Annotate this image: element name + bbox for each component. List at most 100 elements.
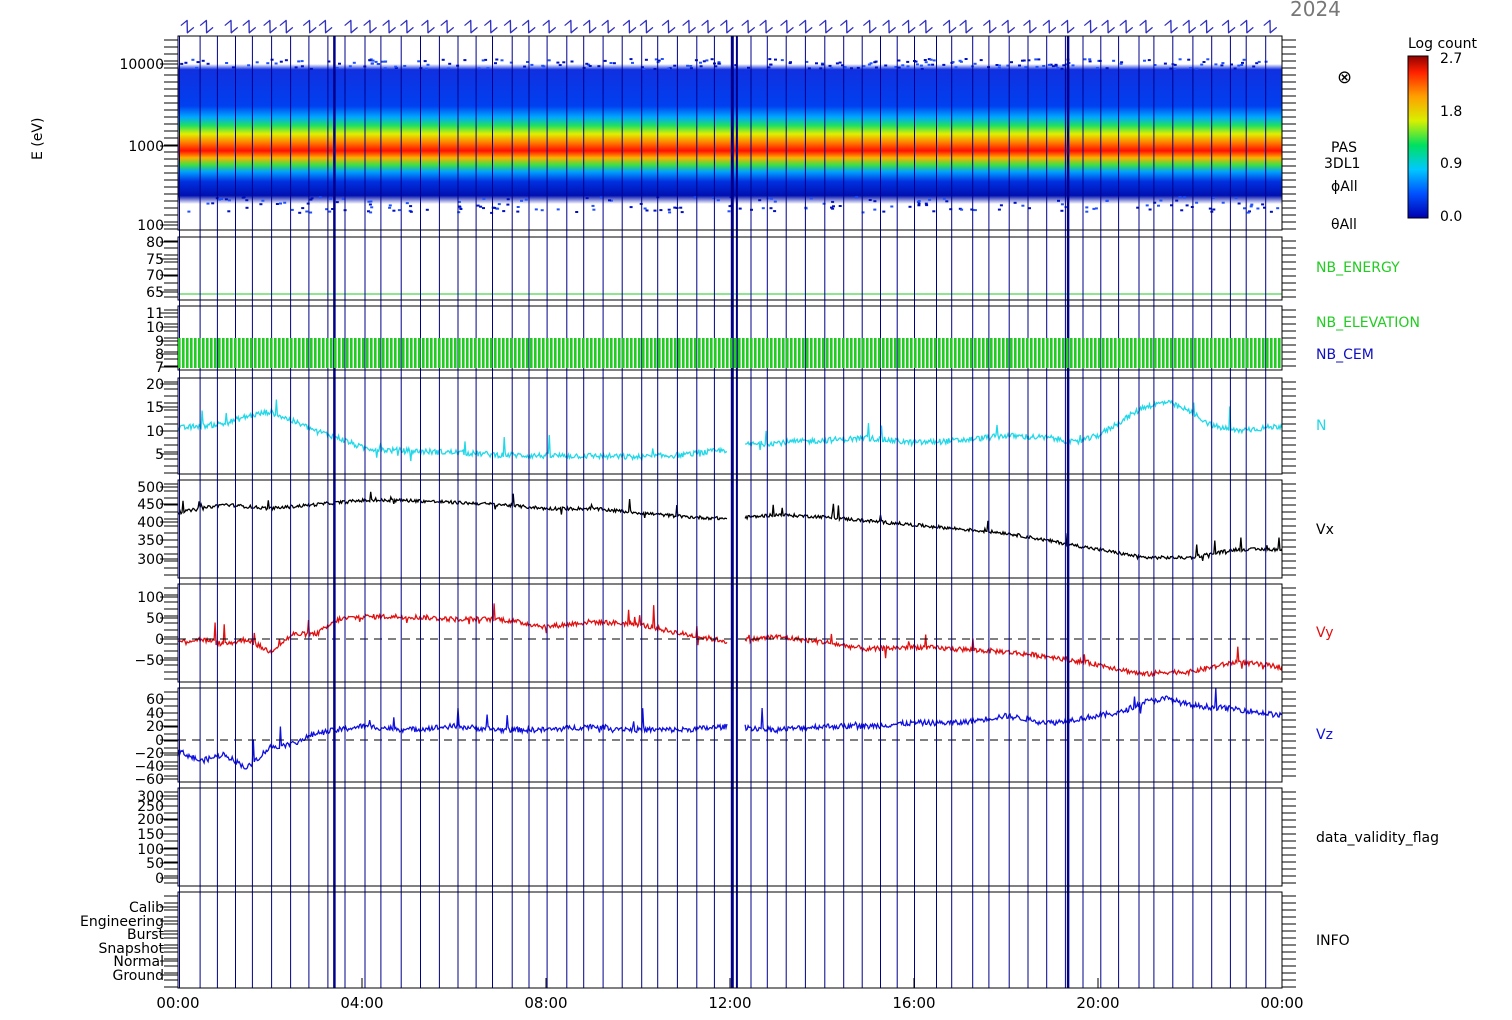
nb-elevation-bar: [1274, 338, 1277, 368]
speckle: [245, 206, 249, 209]
orbit-mark: Z: [860, 17, 879, 37]
speckle: [716, 199, 720, 202]
speckle: [496, 207, 500, 210]
nb-elevation-bar: [198, 338, 201, 368]
nb-elevation-bar: [586, 338, 589, 368]
speckle: [832, 205, 835, 208]
nb-elevation-bar: [770, 338, 773, 368]
speckle: [915, 63, 919, 66]
orbit-mark: Z: [222, 17, 241, 37]
speckle: [761, 207, 765, 210]
speckle: [1206, 58, 1210, 61]
nb-elevation-bar: [1178, 338, 1181, 368]
speckle: [1024, 66, 1028, 69]
nb-elevation-bar: [258, 338, 261, 368]
speckle: [710, 58, 714, 61]
nb-elevation-bar: [206, 338, 209, 368]
speckle: [206, 202, 210, 205]
speckle: [997, 66, 1001, 69]
nb-elevation-bar: [738, 338, 741, 368]
label-info: INFO: [1316, 933, 1350, 949]
nb-elevation-bar: [1010, 338, 1013, 368]
nb-elevation-bar: [186, 338, 189, 368]
series-line: [177, 399, 1283, 462]
nb-elevation-bar: [1190, 338, 1193, 368]
x-tick-label: 04:00: [340, 994, 383, 1012]
speckle: [830, 206, 833, 209]
speckle: [821, 63, 825, 66]
nb-elevation-bar: [246, 338, 249, 368]
panel-frame: [177, 35, 1283, 231]
nb-elevation-bar: [1174, 338, 1177, 368]
vy-tick: 0: [155, 632, 164, 648]
nb-elevation-bar: [638, 338, 641, 368]
panel-frame: [177, 687, 1283, 783]
speckle: [383, 67, 387, 70]
nb-elevation-bar: [550, 338, 553, 368]
label-nb-energy: NB_ENERGY: [1316, 260, 1400, 276]
nb-elevation-bar: [1122, 338, 1125, 368]
speckle: [327, 60, 331, 63]
vz-tick: −20: [134, 746, 164, 762]
vx-tick: 400: [137, 515, 164, 531]
speckle: [275, 203, 279, 205]
speckle: [843, 66, 847, 69]
speckle: [971, 209, 975, 211]
speckle: [734, 64, 738, 67]
speckle: [1018, 64, 1021, 67]
orbit-mark: Z: [599, 17, 618, 37]
nb-elevation-bar: [582, 338, 585, 368]
speckle: [738, 207, 742, 210]
nb-elevation-bar: [702, 338, 705, 368]
speckle: [850, 67, 853, 70]
nb-elevation-bar: [1102, 338, 1105, 368]
nb-elevation-bar: [342, 338, 345, 368]
vy-tick: 100: [137, 590, 164, 606]
speckle: [245, 199, 249, 202]
speckle: [1178, 58, 1182, 61]
speckle: [873, 61, 877, 64]
speckle: [999, 204, 1003, 207]
speckle: [767, 66, 771, 69]
speckle: [659, 209, 663, 212]
speckle: [425, 208, 429, 211]
nb-elevation-bar: [754, 338, 757, 368]
nb-elevation-bar: [450, 338, 453, 368]
speckle: [995, 64, 999, 66]
nb-elevation-bar: [570, 338, 573, 368]
nb-elevation-bar: [742, 338, 745, 368]
density-tick: 5: [155, 447, 164, 463]
nb-elevation-bar: [990, 338, 993, 368]
nb-elevation-bar: [802, 338, 805, 368]
nb-elevation-bar: [338, 338, 341, 368]
nb-elevation-bar: [774, 338, 777, 368]
spectrogram-label-pas: PAS: [1331, 140, 1357, 156]
nb-elevation-bar: [786, 338, 789, 368]
speckle: [758, 199, 762, 202]
speckle: [667, 208, 671, 211]
speckle: [1211, 197, 1215, 199]
nb-elevation-bar: [998, 338, 1001, 368]
nb-elevation-bar: [578, 338, 581, 368]
speckle: [612, 62, 616, 65]
speckle: [1221, 201, 1225, 204]
orbit-mark: Z: [837, 17, 856, 37]
nb-elevation-bar: [722, 338, 725, 368]
nb-elevation-bar: [686, 338, 689, 368]
speckle: [1187, 58, 1191, 61]
speckle: [403, 65, 407, 67]
nb-elevation-bar: [210, 338, 213, 368]
speckle: [919, 64, 923, 67]
nb-elevation-tick: 9: [155, 334, 164, 350]
orbit-mark: Z: [562, 17, 581, 37]
speckle: [1256, 207, 1260, 210]
nb-elevation-bar: [366, 338, 369, 368]
nb-elevation-bar: [554, 338, 557, 368]
speckle: [1006, 64, 1010, 67]
speckle: [679, 206, 683, 209]
speckle: [660, 58, 664, 60]
speckle: [927, 63, 931, 66]
speckle: [1092, 207, 1096, 210]
nb-elevation-bar: [706, 338, 709, 368]
x-tick-label: 08:00: [524, 994, 567, 1012]
